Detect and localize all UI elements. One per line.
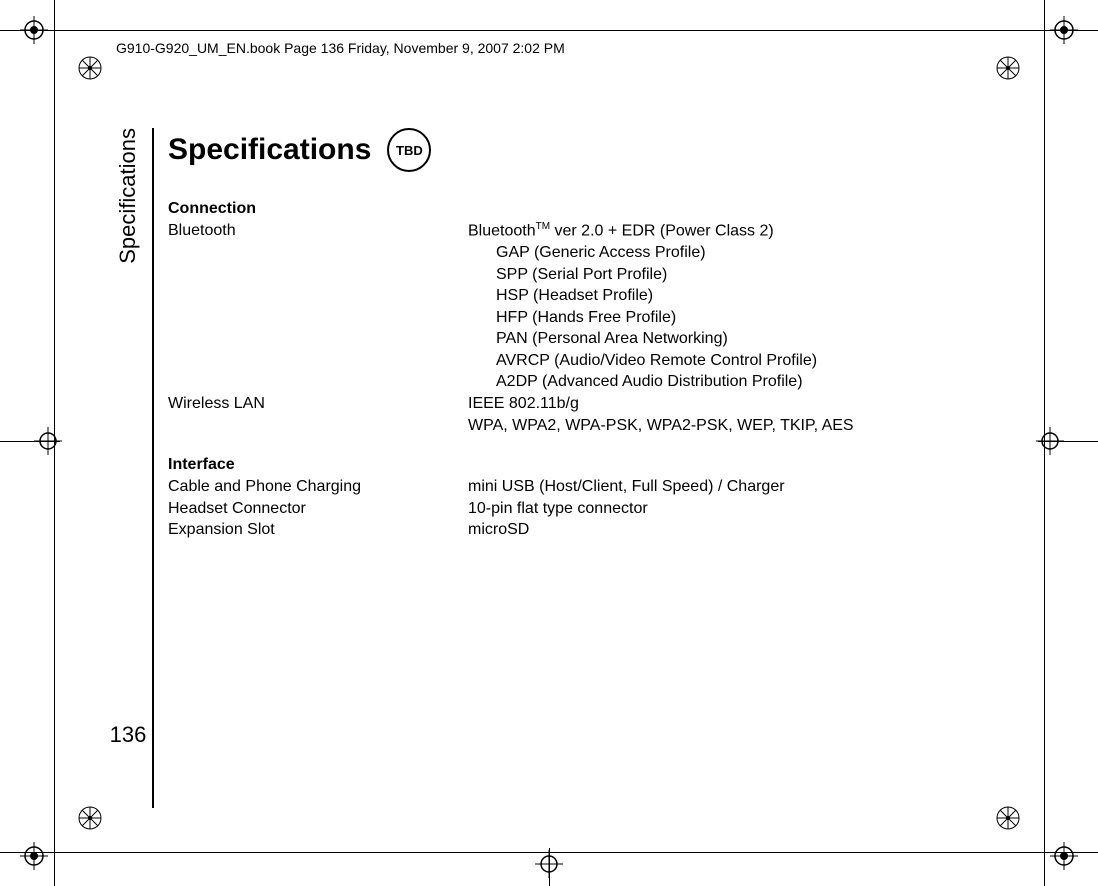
spec-value: 10-pin flat type connector (468, 498, 988, 520)
reg-mark-mb-icon (535, 850, 563, 878)
reg-wheel-bl-icon (76, 804, 104, 832)
tm-mark: TM (536, 221, 550, 232)
bluetooth-profile-item: AVRCP (Audio/Video Remote Control Profil… (496, 350, 988, 372)
spec-label: Cable and Phone Charging (168, 476, 468, 498)
bluetooth-profiles-list: GAP (Generic Access Profile)SPP (Serial … (468, 242, 988, 393)
spec-label: Bluetooth (168, 220, 468, 393)
bluetooth-profile-item: SPP (Serial Port Profile) (496, 264, 988, 286)
page-header-text: G910-G920_UM_EN.book Page 136 Friday, No… (116, 40, 565, 56)
spec-row-bluetooth: Bluetooth BluetoothTM ver 2.0 + EDR (Pow… (168, 220, 988, 393)
title-row: Specifications TBD (168, 128, 988, 172)
spec-label: Headset Connector (168, 498, 468, 520)
spec-row: Cable and Phone Chargingmini USB (Host/C… (168, 476, 988, 498)
reg-wheel-br-icon (994, 804, 1022, 832)
bluetooth-profile-item: PAN (Personal Area Networking) (496, 328, 988, 350)
bt-prefix: Bluetooth (468, 222, 536, 239)
spec-value: IEEE 802.11b/g WPA, WPA2, WPA-PSK, WPA2-… (468, 393, 988, 436)
wlan-line1: IEEE 802.11b/g (468, 393, 988, 415)
side-section-label-text: Specifications (115, 128, 141, 264)
section-heading-interface: Interface (168, 456, 988, 474)
interface-rows: Cable and Phone Chargingmini USB (Host/C… (168, 476, 988, 541)
spec-label: Expansion Slot (168, 519, 468, 541)
spec-value: mini USB (Host/Client, Full Speed) / Cha… (468, 476, 988, 498)
reg-wheel-tr-icon (994, 54, 1022, 82)
spec-value: BluetoothTM ver 2.0 + EDR (Power Class 2… (468, 220, 988, 393)
wlan-line2: WPA, WPA2, WPA-PSK, WPA2-PSK, WEP, TKIP,… (468, 415, 988, 437)
reg-mark-tr-icon (1050, 16, 1078, 44)
spec-label: Wireless LAN (168, 393, 468, 436)
spec-row: Expansion SlotmicroSD (168, 519, 988, 541)
main-column: Specifications TBD Connection Bluetooth … (168, 128, 988, 541)
vertical-rule (152, 128, 154, 808)
spec-row: Headset Connector10-pin flat type connec… (168, 498, 988, 520)
spec-value: microSD (468, 519, 988, 541)
spec-row-wlan: Wireless LAN IEEE 802.11b/g WPA, WPA2, W… (168, 393, 988, 436)
tbd-badge: TBD (387, 128, 431, 172)
reg-mark-br-icon (1050, 842, 1078, 870)
bt-suffix: ver 2.0 + EDR (Power Class 2) (550, 222, 774, 239)
crop-line-top (0, 30, 1098, 31)
reg-mark-ml-icon (34, 427, 62, 455)
bluetooth-profile-item: HSP (Headset Profile) (496, 285, 988, 307)
bluetooth-profile-item: A2DP (Advanced Audio Distribution Profil… (496, 371, 988, 393)
bluetooth-profile-item: GAP (Generic Access Profile) (496, 242, 988, 264)
reg-mark-bl-icon (20, 842, 48, 870)
section-heading-connection: Connection (168, 200, 988, 218)
page-title: Specifications (168, 133, 371, 167)
content-area: Specifications 136 Specifications TBD Co… (108, 128, 983, 768)
page-number: 136 (108, 722, 148, 748)
spacer (168, 436, 988, 448)
reg-mark-mr-icon (1036, 427, 1064, 455)
side-section-label: Specifications (108, 128, 148, 808)
reg-wheel-tl-icon (76, 54, 104, 82)
bluetooth-profile-item: HFP (Hands Free Profile) (496, 307, 988, 329)
reg-mark-tl-icon (20, 16, 48, 44)
